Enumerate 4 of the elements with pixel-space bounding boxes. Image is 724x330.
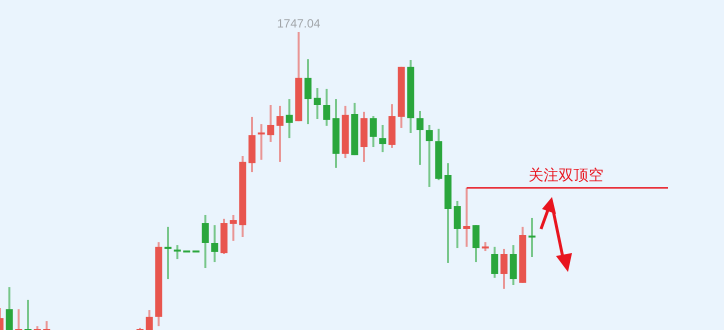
text: 1747.04 — [276, 16, 321, 30]
candlestick — [43, 320, 50, 330]
ref-line-label: 关注双顶空 — [528, 166, 604, 184]
candlestick — [34, 325, 41, 330]
